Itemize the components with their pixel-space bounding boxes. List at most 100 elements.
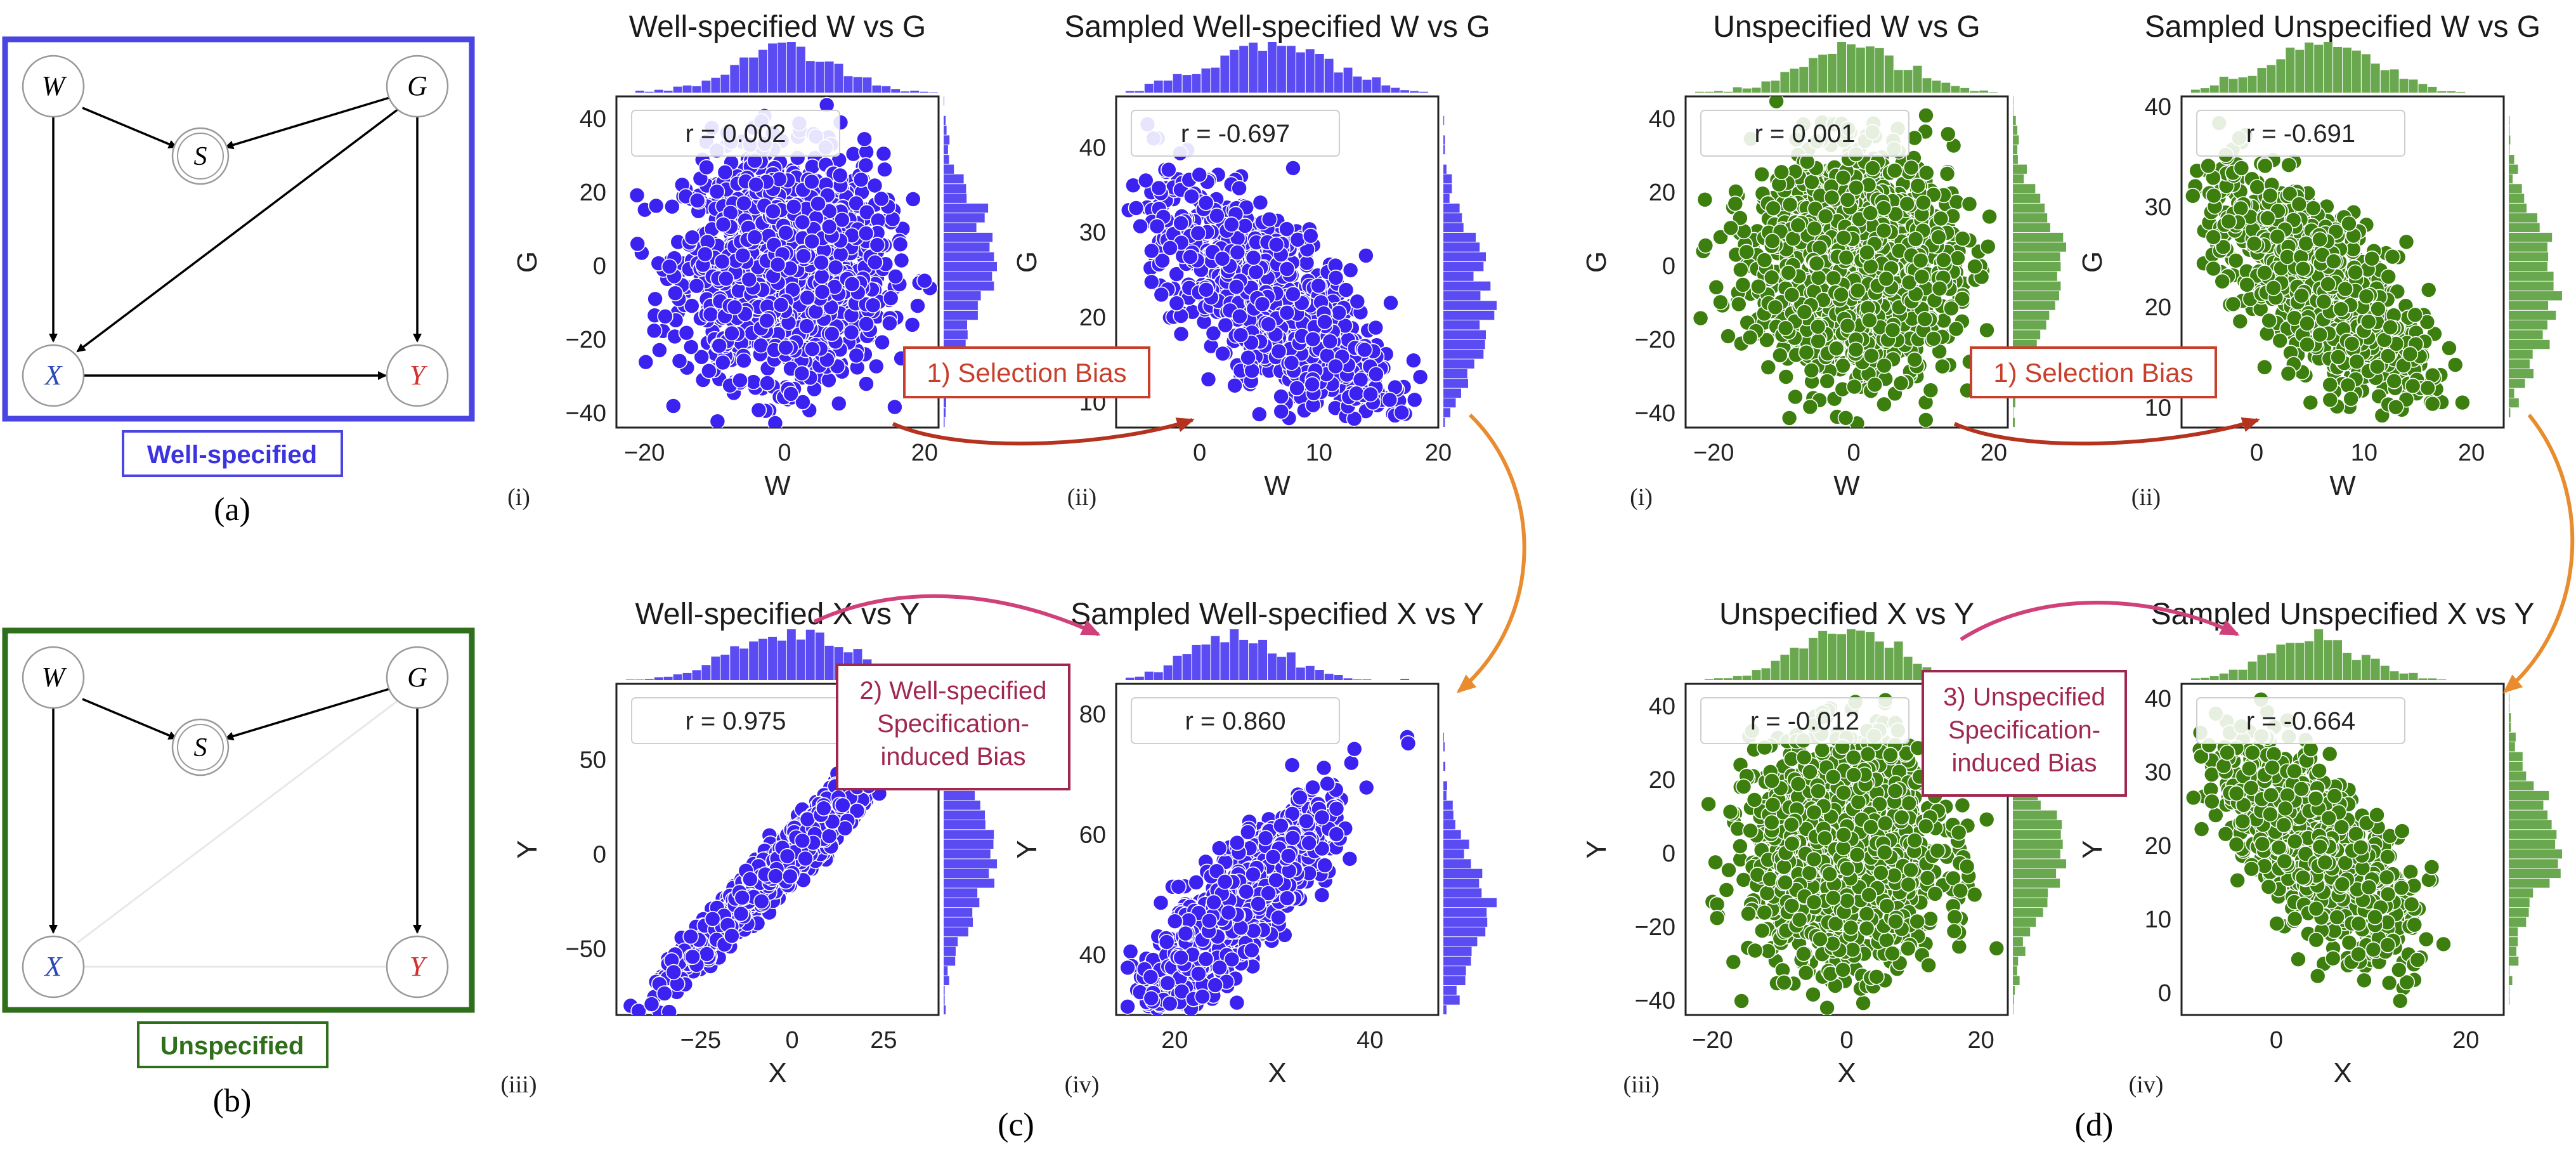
histogram-bar [834, 63, 843, 93]
histogram-bar [944, 849, 991, 859]
scatter-point [1228, 278, 1245, 295]
scatter-point [651, 342, 668, 358]
scatter-point [798, 318, 815, 334]
histogram-bar [739, 57, 749, 93]
panel-sub-label: (iii) [501, 1071, 537, 1098]
scatter-point [1278, 221, 1295, 237]
histogram-bar [944, 888, 978, 898]
histogram-bar [944, 917, 973, 927]
scatter-point [1322, 333, 1339, 350]
dag-frame [2, 627, 475, 1013]
scatter-point [1232, 308, 1248, 325]
scatter-point [1304, 376, 1320, 393]
histogram-bar [1419, 91, 1428, 93]
histogram-bar [815, 62, 824, 93]
scatter-point [848, 195, 864, 212]
histogram-bar [692, 670, 701, 680]
caption-b: (b) [213, 1083, 252, 1119]
scatter-point [1298, 813, 1315, 830]
histogram-bar [944, 301, 978, 310]
scatter-point [849, 802, 866, 819]
scatter-point [1298, 254, 1315, 272]
scatter-point [814, 284, 831, 300]
scatter-point [836, 820, 854, 837]
scatter-point [1367, 319, 1384, 336]
y-tick-label: 40 [1079, 134, 1106, 161]
scatter-point [875, 145, 892, 162]
histogram-bar [711, 657, 720, 680]
histogram-bar [673, 674, 682, 680]
scatter-point [767, 868, 784, 884]
scatter-point [1161, 161, 1177, 178]
node-w [22, 646, 85, 709]
scatter-point [708, 183, 725, 200]
histogram-bar [944, 145, 948, 155]
scatter-point [874, 334, 890, 351]
node-w [22, 55, 85, 118]
scatter-point [682, 928, 699, 945]
histogram-bar [1443, 232, 1476, 242]
edge-w-s [82, 107, 178, 148]
scatter-point [1382, 294, 1399, 311]
scatter-point [1285, 160, 1301, 176]
scatter-point [1273, 388, 1289, 405]
scatter-point [657, 308, 673, 325]
marginal-histogram-x [1125, 42, 1428, 93]
y-axis-label: G [1012, 251, 1043, 273]
marginal-histogram-y [944, 96, 997, 427]
scatter-point [1304, 331, 1322, 348]
scatter-point [717, 164, 734, 181]
histogram-bar [944, 213, 985, 223]
scatter-point [1150, 180, 1168, 197]
scatter-point [904, 317, 921, 333]
histogram-bar [1443, 408, 1450, 417]
x-tick-label: 20 [911, 440, 938, 466]
scatter-point [1252, 194, 1269, 211]
scatter-point [777, 225, 794, 241]
histogram-bar [1443, 252, 1486, 261]
histogram-bar [1443, 301, 1497, 310]
node-x [22, 935, 85, 998]
scatter-point [1170, 879, 1187, 895]
histogram-bar [786, 629, 796, 680]
histogram-bar [1443, 193, 1450, 203]
scatter-point [759, 375, 776, 391]
scatter-point [684, 298, 700, 314]
scatter-point [821, 218, 838, 235]
histogram-bar [944, 330, 968, 339]
histogram-bar [1258, 51, 1267, 93]
scatter-point [646, 322, 663, 339]
scatter-point [1173, 214, 1189, 232]
scatter-point [671, 353, 688, 369]
scatter-point [1348, 385, 1365, 402]
histogram-bar [644, 679, 654, 680]
caption-a: (a) [214, 492, 250, 528]
x-tick-label: −25 [680, 1027, 721, 1054]
scatter-point [1237, 218, 1254, 234]
histogram-bar [944, 995, 945, 1005]
dag-frame [2, 36, 475, 422]
histogram-bar [1443, 203, 1460, 213]
histogram-bar [1443, 369, 1467, 379]
scatter-point [779, 848, 796, 865]
scatter-point [1393, 404, 1410, 421]
histogram-bar [1125, 91, 1135, 93]
histogram-bar [1201, 68, 1211, 93]
x-tick-label: 10 [1306, 440, 1332, 466]
scatter-point [1406, 391, 1423, 409]
scatter-point [1162, 240, 1178, 256]
histogram-bar [944, 956, 956, 966]
histogram-bar [768, 43, 777, 93]
histogram-bar [815, 632, 824, 680]
scatter-point [726, 299, 743, 316]
scatter-point [843, 275, 861, 292]
scatter-point [803, 173, 820, 190]
scatter-point [1358, 247, 1374, 264]
scatter-point [824, 325, 840, 343]
chart-title: Well-specified W vs G [629, 10, 927, 44]
scatter-point [753, 337, 769, 354]
histogram-bar [944, 976, 949, 985]
scatter-point [856, 131, 873, 147]
scatter-point [772, 296, 790, 313]
scatter-point [795, 247, 812, 265]
